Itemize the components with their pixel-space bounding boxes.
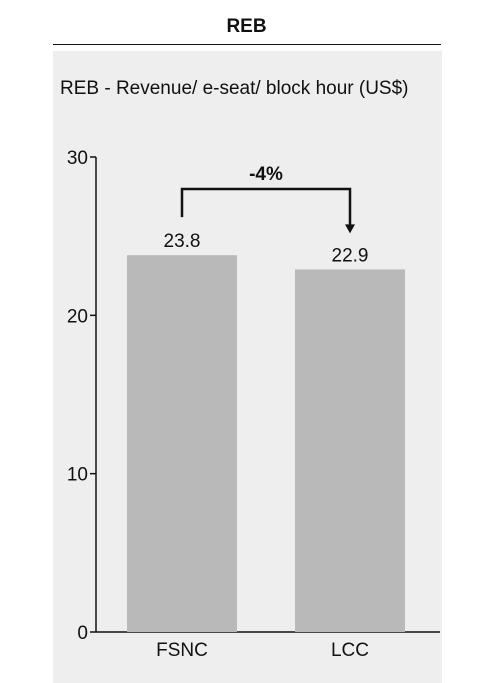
change-label: -4%: [249, 164, 283, 185]
change-arrow-line: [180, 187, 352, 228]
chart-title: REB - Revenue/ e-seat/ block hour (US$): [60, 78, 409, 99]
y-tick-label: 20: [67, 306, 88, 327]
y-tick-label: 0: [77, 623, 88, 644]
bar: [127, 255, 237, 632]
header-title: REB: [226, 16, 267, 37]
bar-value-label: 22.9: [332, 245, 369, 266]
y-tick-label: 10: [67, 465, 88, 486]
bar-value-label: 23.8: [164, 231, 201, 252]
bar: [295, 269, 405, 632]
header-divider: [53, 44, 441, 45]
change-arrow-head: [345, 224, 355, 234]
x-tick-label: FSNC: [156, 640, 208, 661]
y-tick-label: 30: [67, 148, 88, 169]
x-tick-label: LCC: [331, 640, 369, 661]
